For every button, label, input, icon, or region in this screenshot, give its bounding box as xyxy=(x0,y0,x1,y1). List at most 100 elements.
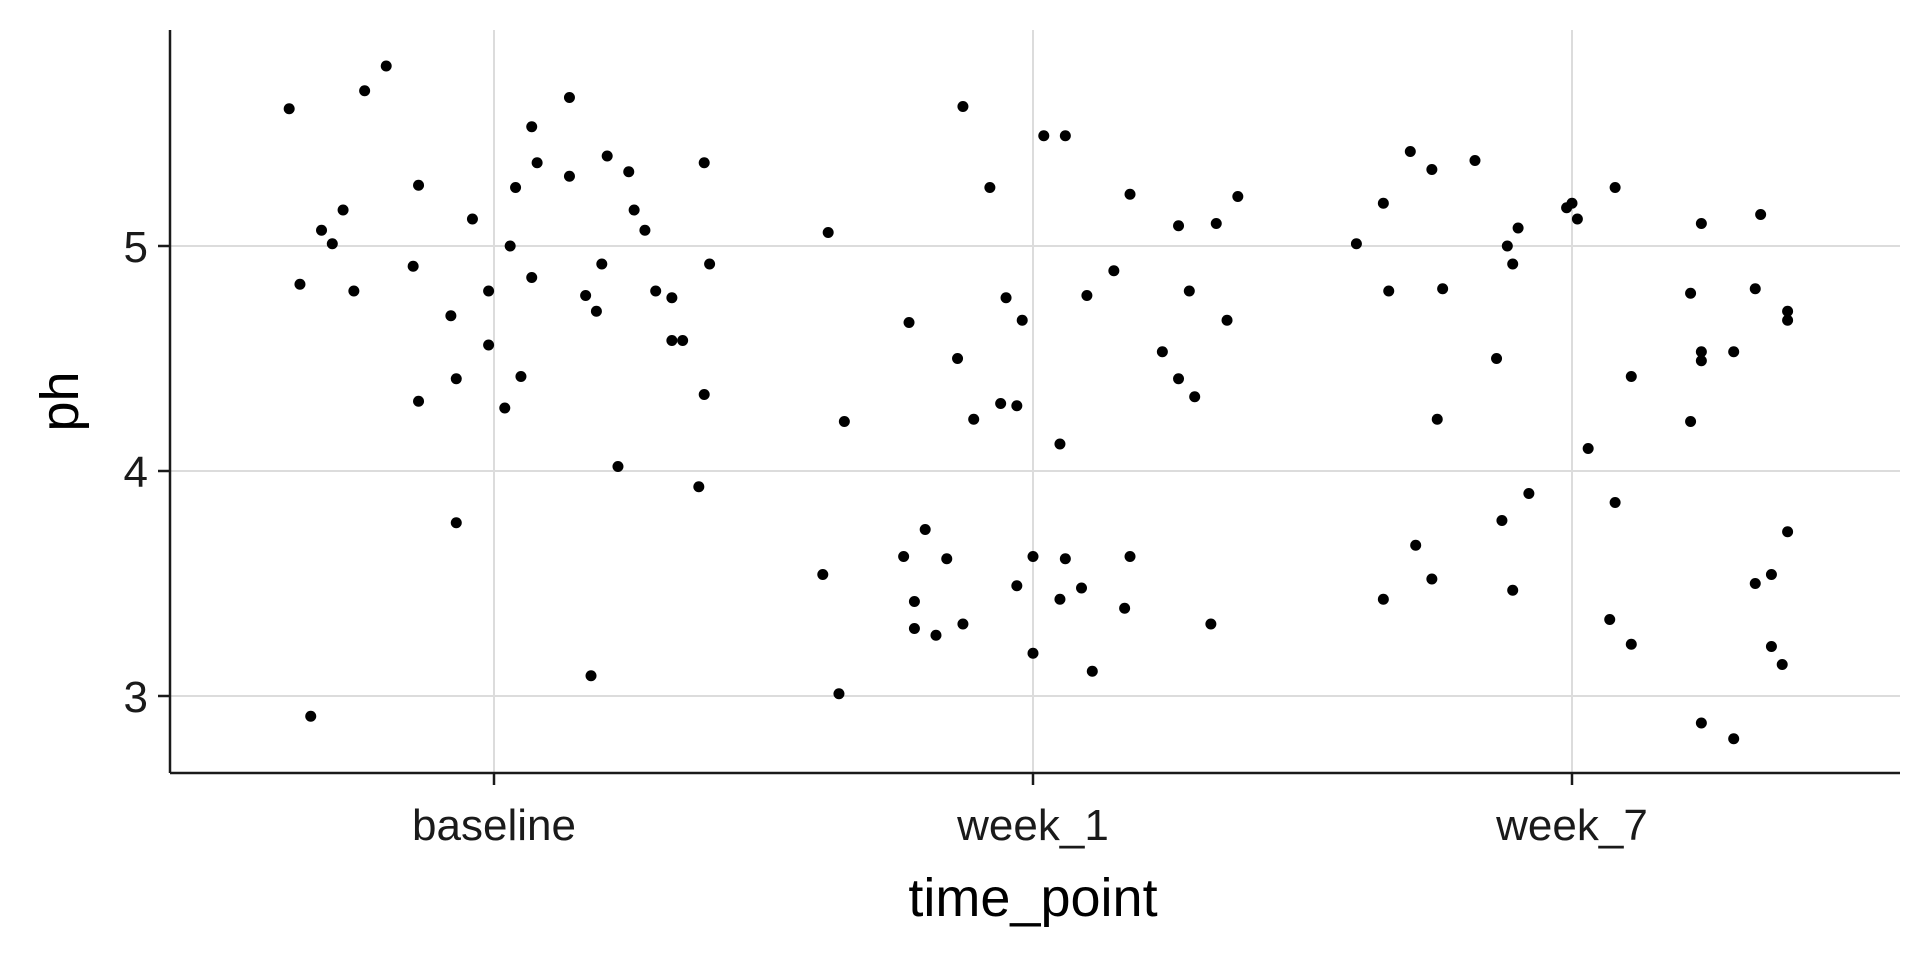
data-point xyxy=(666,292,678,304)
data-point xyxy=(698,389,710,400)
data-point xyxy=(563,170,575,182)
data-points xyxy=(283,60,1794,745)
data-point xyxy=(1404,146,1416,157)
data-point xyxy=(1469,155,1481,166)
data-point xyxy=(380,60,392,72)
data-point xyxy=(1571,213,1583,225)
data-point xyxy=(941,553,953,565)
data-point xyxy=(510,182,522,193)
data-point xyxy=(1027,551,1039,562)
data-point xyxy=(908,623,920,634)
data-point xyxy=(450,373,462,385)
data-point xyxy=(1377,593,1389,605)
data-point xyxy=(413,179,425,191)
data-point xyxy=(466,213,478,225)
data-point xyxy=(1038,130,1050,142)
data-point xyxy=(1765,641,1777,652)
data-point xyxy=(483,339,495,351)
y-tick-label: 5 xyxy=(124,223,148,272)
data-point xyxy=(1512,222,1524,234)
data-point xyxy=(693,481,705,493)
data-point xyxy=(515,371,527,382)
data-point xyxy=(984,182,996,193)
data-point xyxy=(1054,593,1066,605)
data-point xyxy=(1782,305,1794,317)
data-point xyxy=(1054,438,1066,450)
data-point xyxy=(283,103,295,115)
data-point xyxy=(1566,197,1578,209)
data-point xyxy=(639,224,651,236)
data-point xyxy=(337,204,349,216)
data-point xyxy=(1059,553,1071,565)
x-tick-label: week_7 xyxy=(1495,801,1648,850)
data-point xyxy=(1695,218,1707,229)
y-tick-label: 4 xyxy=(124,448,148,497)
data-point xyxy=(585,670,597,682)
data-point xyxy=(1728,346,1740,358)
data-point xyxy=(628,204,640,216)
data-point xyxy=(968,413,980,425)
data-point xyxy=(1081,290,1093,301)
data-point xyxy=(526,272,538,283)
data-point xyxy=(1426,164,1438,175)
data-point xyxy=(1016,314,1028,326)
x-axis-ticks: baseline week_1 week_7 xyxy=(412,773,1648,850)
data-point xyxy=(1604,614,1616,625)
data-point xyxy=(1173,220,1185,232)
data-point xyxy=(698,157,710,169)
data-point xyxy=(1782,314,1794,326)
data-point xyxy=(650,285,662,297)
data-point xyxy=(612,461,624,472)
data-point xyxy=(822,227,834,238)
y-axis-title: ph xyxy=(30,371,90,431)
data-point xyxy=(704,258,716,270)
data-point xyxy=(919,524,931,535)
data-point xyxy=(1491,353,1503,364)
y-tick-label: 3 xyxy=(124,673,148,722)
data-point xyxy=(1496,515,1508,526)
data-point xyxy=(1749,578,1761,589)
data-point xyxy=(1695,355,1707,367)
data-point xyxy=(930,629,942,641)
data-point xyxy=(601,150,613,162)
data-point xyxy=(677,335,689,346)
data-point xyxy=(499,402,511,414)
data-point xyxy=(1501,240,1513,252)
data-point xyxy=(1765,569,1777,580)
data-point xyxy=(1205,618,1217,630)
data-point xyxy=(898,551,910,562)
data-point xyxy=(623,166,635,178)
data-point xyxy=(1685,416,1697,427)
data-point xyxy=(305,710,317,722)
data-point xyxy=(1776,659,1788,670)
data-point xyxy=(294,278,306,290)
data-point xyxy=(1437,283,1449,295)
data-point xyxy=(1507,584,1519,596)
data-point xyxy=(1173,373,1185,385)
data-point xyxy=(531,157,543,169)
data-point xyxy=(1609,182,1621,193)
data-point xyxy=(1523,488,1535,499)
y-axis-ticks: 3 4 5 xyxy=(124,223,170,722)
data-point xyxy=(903,317,915,328)
data-point xyxy=(413,395,425,407)
data-point xyxy=(1377,197,1389,209)
data-point xyxy=(1410,539,1422,551)
data-point xyxy=(995,398,1007,409)
data-point xyxy=(817,569,829,580)
data-point xyxy=(1755,209,1767,220)
data-point xyxy=(833,688,845,700)
data-point xyxy=(526,121,538,133)
data-point xyxy=(1728,733,1740,745)
data-point xyxy=(1108,265,1120,277)
data-point xyxy=(1232,191,1244,202)
data-point xyxy=(1782,526,1794,538)
data-point xyxy=(908,596,920,607)
data-point xyxy=(838,416,850,427)
data-point xyxy=(957,618,969,630)
data-point xyxy=(359,85,371,97)
data-point xyxy=(445,310,457,322)
data-point xyxy=(504,240,516,252)
